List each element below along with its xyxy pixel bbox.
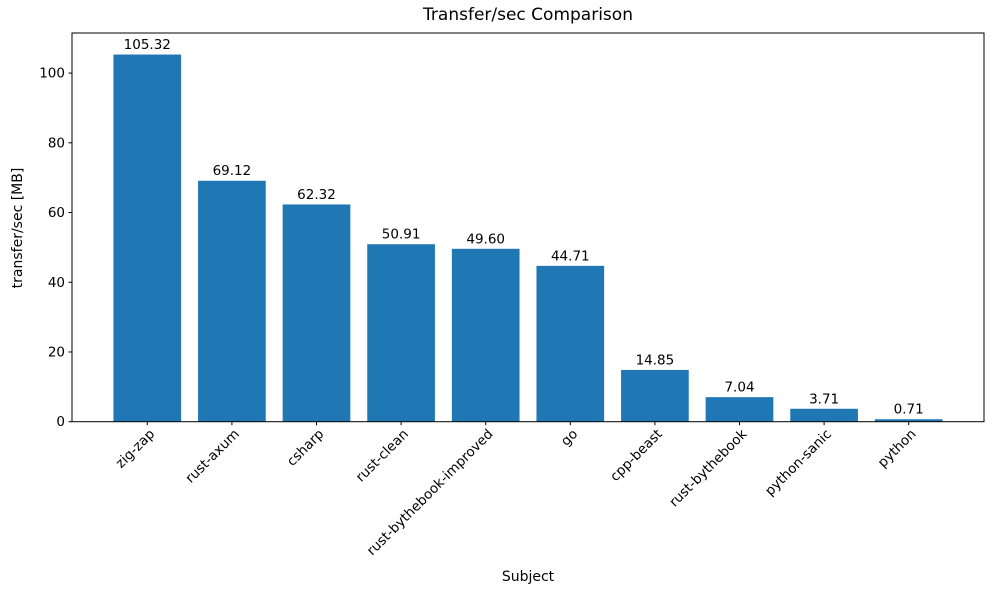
x-tick-label-python: python	[875, 426, 920, 471]
y-tick-label: 40	[48, 275, 65, 291]
bar-value-label: 50.91	[382, 227, 421, 243]
y-tick-label: 100	[39, 66, 65, 82]
y-tick-label: 20	[48, 344, 65, 360]
x-tick-label-cpp-beast: cpp-beast	[607, 426, 666, 485]
bar-value-label: 62.32	[297, 187, 336, 203]
y-tick-label: 60	[48, 205, 65, 221]
bar-rust-bythebook-improved	[451, 248, 520, 422]
bar-value-label: 14.85	[636, 352, 675, 368]
x-tick-label-go: go	[558, 426, 581, 449]
y-tick-label: 0	[56, 414, 65, 430]
bar-value-label: 44.71	[551, 248, 590, 264]
bar-value-label: 49.60	[466, 231, 505, 247]
bar-value-label: 69.12	[213, 163, 252, 179]
bar-python-sanic	[790, 408, 858, 422]
bar-value-label: 7.04	[724, 380, 754, 396]
x-tick-label-rust-bythebook: rust-bythebook	[666, 426, 750, 510]
bar-go	[536, 265, 605, 422]
y-tick-label: 80	[48, 135, 65, 151]
bar-csharp	[282, 204, 351, 422]
plot-border	[71, 32, 985, 423]
bar-rust-axum	[198, 180, 266, 422]
x-tick-label-rust-axum: rust-axum	[182, 426, 242, 486]
bar-value-label: 3.71	[809, 391, 839, 407]
chart-title: Transfer/sec Comparison	[423, 5, 633, 25]
x-tick-label-python-sanic: python-sanic	[762, 426, 835, 499]
bar-cpp-beast	[621, 369, 689, 422]
bar-rust-clean	[367, 244, 435, 422]
bar-python	[874, 419, 943, 422]
x-axis-label: Subject	[501, 569, 555, 585]
bar-rust-bythebook	[705, 397, 774, 422]
bar-value-label: 0.71	[894, 402, 924, 418]
x-tick-label-csharp: csharp	[284, 426, 327, 469]
bar-zig-zap	[113, 54, 182, 422]
x-tick-label-rust-clean: rust-clean	[353, 426, 412, 485]
x-tick-label-zig-zap: zig-zap	[113, 426, 158, 471]
bar-value-label: 105.32	[124, 37, 171, 53]
